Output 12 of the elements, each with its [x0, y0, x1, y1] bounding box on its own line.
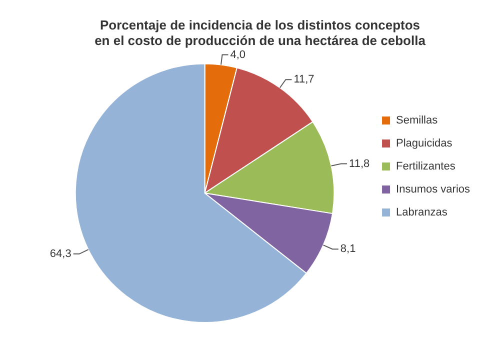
- legend-label: Plaguicidas: [396, 138, 453, 150]
- legend-label: Insumos varios: [396, 184, 470, 196]
- text: en el costo de producción de una hectárea de cebolla: [94, 32, 426, 48]
- text: Porcentaje de incidencia de los distintos conceptos: [100, 17, 420, 32]
- legend-label: Fertilizantes: [396, 160, 456, 173]
- legend-label: Semillas: [396, 114, 438, 127]
- data-label: 8,1: [340, 243, 356, 256]
- data-label: 11,8: [349, 158, 370, 170]
- data-label: 11,7: [294, 74, 314, 86]
- data-label: 4,0: [230, 48, 246, 61]
- data-label: 64,3: [50, 248, 72, 260]
- legend-label: Labranzas: [396, 206, 448, 219]
